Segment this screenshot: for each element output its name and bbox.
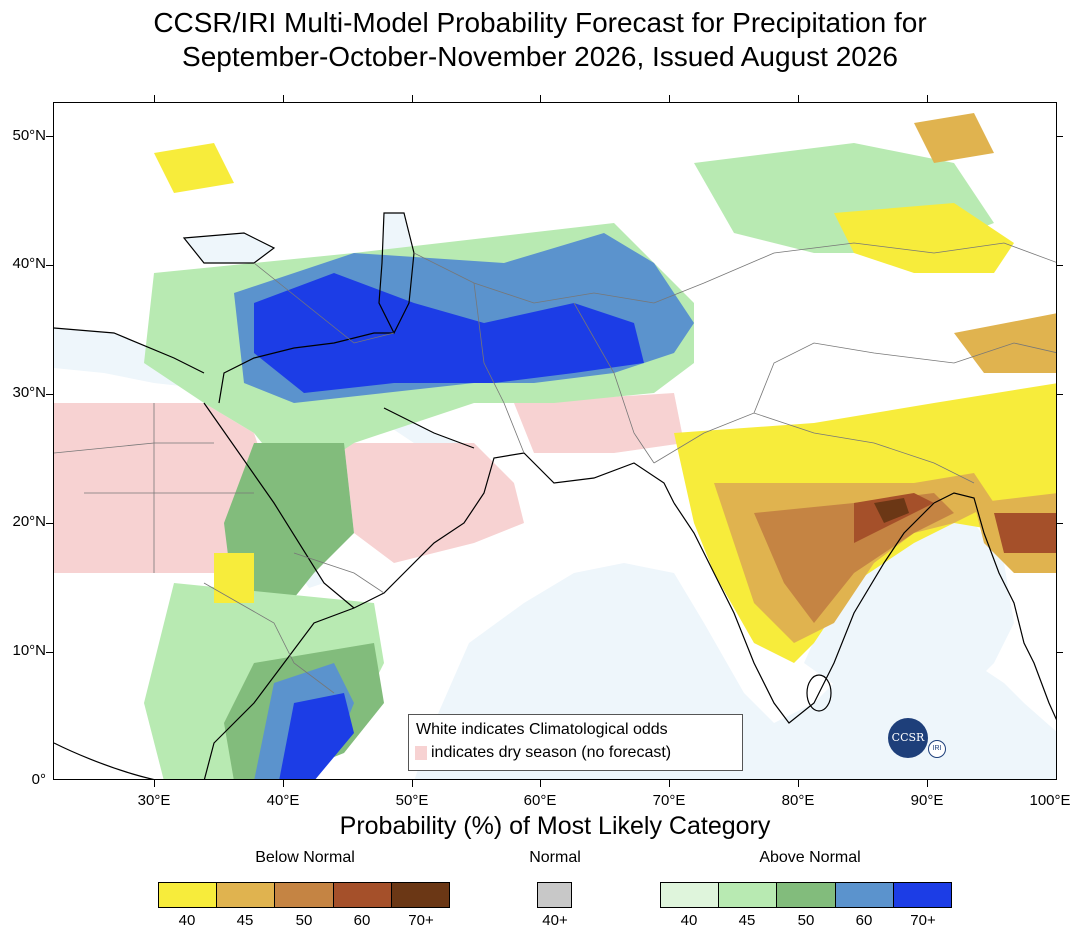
longitude-label-30e: 30°E [137,792,171,809]
x-tick [669,780,670,787]
below-normal-45-region [914,113,994,163]
above-normal-label: Above Normal [759,849,861,866]
x-tick [154,780,155,787]
forecast-probability-patches [54,113,1056,779]
x-tick [283,780,284,787]
above-normal-70-region [279,693,354,779]
above-normal-swatch-2 [777,883,836,907]
below-normal-70-region [874,498,909,523]
y-tick [46,394,53,395]
map-title-line-2: September-October-November 2026, Issued … [182,41,898,72]
y-tick-right [1057,523,1063,524]
below-normal-45-region [954,313,1056,373]
latitude-label-30n: 30°N [12,384,46,401]
below-normal-swatch-2 [275,883,334,907]
latitude-label-40n: 40°N [12,255,46,272]
above-normal-tick-70plus: 70+ [910,912,936,929]
y-tick [46,523,53,524]
coastlines [54,212,1056,779]
below-normal-tick-45: 45 [236,912,254,929]
below-normal-40-region [214,553,254,603]
longitude-label-80e: 80°E [781,792,815,809]
x-tick-top [154,95,155,102]
y-tick-right [1057,394,1063,395]
iri-logo: IRI [928,740,946,758]
y-tick [46,652,53,653]
below-normal-swatch-4 [391,883,450,907]
above-normal-colorbar [660,882,952,908]
y-tick-right [1057,652,1063,653]
longitude-label-70e: 70°E [652,792,686,809]
y-tick-right [1057,136,1063,137]
x-tick-top [798,95,799,102]
below-normal-60-region [994,513,1056,553]
x-tick-top [412,95,413,102]
latitude-label-20n: 20°N [12,513,46,530]
y-tick-right [1057,265,1063,266]
above-normal-tick-45: 45 [738,912,756,929]
latitude-label-10n: 10°N [12,642,46,659]
longitude-label-60e: 60°E [523,792,557,809]
x-tick-top [283,95,284,102]
below-normal-swatch-1 [217,883,276,907]
above-normal-swatch-4 [893,883,952,907]
above-normal-swatch-1 [719,883,778,907]
above-normal-70-region [254,273,644,393]
x-tick-top [540,95,541,102]
above-normal-50-region [224,443,354,623]
below-normal-40-region [154,143,234,193]
below-normal-swatch-0 [159,883,218,907]
below-normal-colorbar [158,882,450,908]
below-normal-tick-40: 40 [178,912,196,929]
latitude-label-50n: 50°N [12,127,46,144]
legend-climatological-odds-text: White indicates Climatological odds [416,721,668,738]
dry-season-region [514,393,684,453]
above-normal-tick-60: 60 [855,912,873,929]
longitude-label-100e: 100°E [1029,792,1071,809]
x-tick-top [927,95,928,102]
y-tick [46,136,53,137]
above-normal-tick-40: 40 [680,912,698,929]
above-normal-tick-50: 50 [797,912,815,929]
country-borders [54,242,1056,694]
black-sea [184,233,274,263]
above-normal-swatch-3 [835,883,894,907]
forecast-map [53,102,1057,780]
y-tick [46,265,53,266]
map-legend-box: White indicates Climatological odds indi… [408,714,743,771]
latitude-label-0: 0° [31,771,46,788]
colorbar-title: Probability (%) of Most Likely Category [339,812,771,840]
above-normal-swatch-0 [661,883,720,907]
normal-colorbar [537,882,572,908]
dry-season-swatch [415,746,427,760]
ccsr-logo: CCSR [888,718,928,758]
bay-of-bengal [804,503,1014,723]
map-title-line-1: CCSR/IRI Multi-Model Probability Forecas… [153,7,927,38]
longitude-label-50e: 50°E [395,792,429,809]
below-normal-swatch-3 [333,883,392,907]
below-normal-tick-50: 50 [295,912,313,929]
x-tick-top [669,95,670,102]
normal-swatch-0 [538,883,571,907]
normal-tick-40plus: 40+ [542,912,568,929]
legend-dry-season-text: indicates dry season (no forecast) [431,744,672,761]
below-normal-tick-60: 60 [353,912,371,929]
normal-label: Normal [529,849,581,866]
below-normal-label: Below Normal [255,849,355,866]
dry-season-region [344,443,524,563]
x-tick [412,780,413,787]
below-normal-tick-70plus: 70+ [408,912,434,929]
x-tick [798,780,799,787]
longitude-label-40e: 40°E [266,792,300,809]
below-normal-50-region [754,493,954,623]
x-tick [540,780,541,787]
x-tick [927,780,928,787]
forecast-map-graphic [54,103,1056,779]
longitude-label-90e: 90°E [910,792,944,809]
below-normal-40-region [834,203,1014,273]
